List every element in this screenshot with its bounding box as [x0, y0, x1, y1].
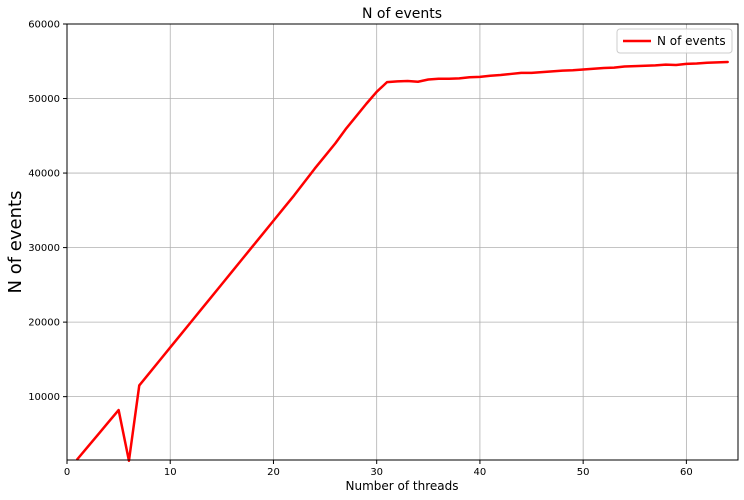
chart-title: N of events [362, 6, 442, 22]
y-tick-label: 30000 [28, 243, 60, 254]
y-tick-label: 50000 [28, 94, 60, 105]
x-tick-label: 20 [267, 467, 280, 478]
x-tick-label: 50 [577, 467, 590, 478]
axis-ticks: 0 10 20 30 40 50 60 10000 20000 30000 40000 50000 60… [28, 20, 693, 479]
y-tick-label: 40000 [28, 169, 60, 180]
x-axis-title: Number of threads [346, 479, 459, 493]
x-tick-label: 60 [680, 467, 693, 478]
series-lines [76, 60, 729, 462]
x-tick-label: 40 [474, 467, 487, 478]
y-tick-label: 10000 [28, 392, 60, 403]
legend-label: N of events [657, 34, 726, 48]
legend-box [616, 28, 733, 54]
series-line [76, 60, 729, 462]
x-tick-label: 30 [370, 467, 383, 478]
plot-frame [66, 23, 739, 461]
y-tick-label: 20000 [28, 318, 60, 329]
plot-background [67, 24, 738, 460]
y-tick-label: 60000 [28, 20, 60, 31]
y-axis-title: N of events [5, 191, 26, 294]
grid-lines [67, 24, 738, 460]
x-tick-label: 10 [164, 467, 177, 478]
x-tick-label: 0 [64, 467, 70, 478]
legend: N of events [616, 28, 733, 54]
